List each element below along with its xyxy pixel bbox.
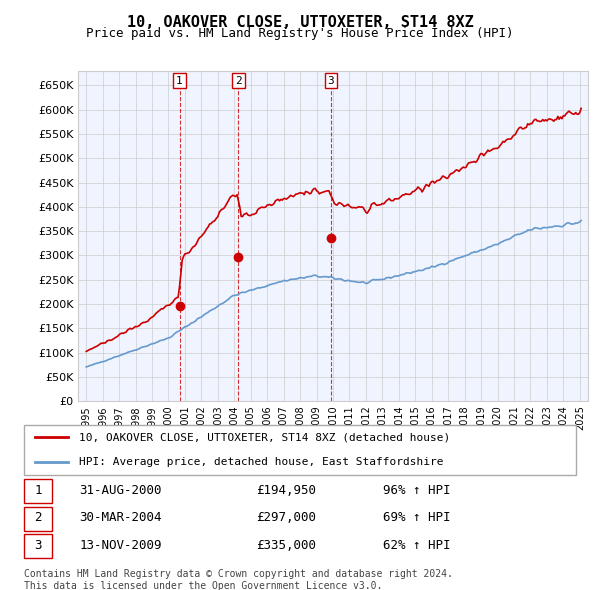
- Text: Contains HM Land Registry data © Crown copyright and database right 2024.: Contains HM Land Registry data © Crown c…: [24, 569, 453, 579]
- Text: £194,950: £194,950: [256, 484, 316, 497]
- Text: 13-NOV-2009: 13-NOV-2009: [79, 539, 162, 552]
- FancyBboxPatch shape: [24, 479, 52, 503]
- Text: 3: 3: [34, 539, 41, 552]
- FancyBboxPatch shape: [24, 425, 576, 475]
- Text: 31-AUG-2000: 31-AUG-2000: [79, 484, 162, 497]
- Text: 62% ↑ HPI: 62% ↑ HPI: [383, 539, 450, 552]
- Text: HPI: Average price, detached house, East Staffordshire: HPI: Average price, detached house, East…: [79, 457, 444, 467]
- Text: 96% ↑ HPI: 96% ↑ HPI: [383, 484, 450, 497]
- Text: £335,000: £335,000: [256, 539, 316, 552]
- Text: This data is licensed under the Open Government Licence v3.0.: This data is licensed under the Open Gov…: [24, 581, 382, 590]
- Text: Price paid vs. HM Land Registry's House Price Index (HPI): Price paid vs. HM Land Registry's House …: [86, 27, 514, 40]
- FancyBboxPatch shape: [24, 534, 52, 558]
- Text: 69% ↑ HPI: 69% ↑ HPI: [383, 511, 450, 525]
- Text: 10, OAKOVER CLOSE, UTTOXETER, ST14 8XZ (detached house): 10, OAKOVER CLOSE, UTTOXETER, ST14 8XZ (…: [79, 432, 451, 442]
- Text: 2: 2: [34, 511, 41, 525]
- Text: £297,000: £297,000: [256, 511, 316, 525]
- Text: 10, OAKOVER CLOSE, UTTOXETER, ST14 8XZ: 10, OAKOVER CLOSE, UTTOXETER, ST14 8XZ: [127, 15, 473, 30]
- Text: 1: 1: [176, 76, 183, 86]
- Text: 1: 1: [34, 484, 41, 497]
- FancyBboxPatch shape: [24, 507, 52, 530]
- Text: 30-MAR-2004: 30-MAR-2004: [79, 511, 162, 525]
- Text: 3: 3: [328, 76, 334, 86]
- Text: 2: 2: [235, 76, 242, 86]
